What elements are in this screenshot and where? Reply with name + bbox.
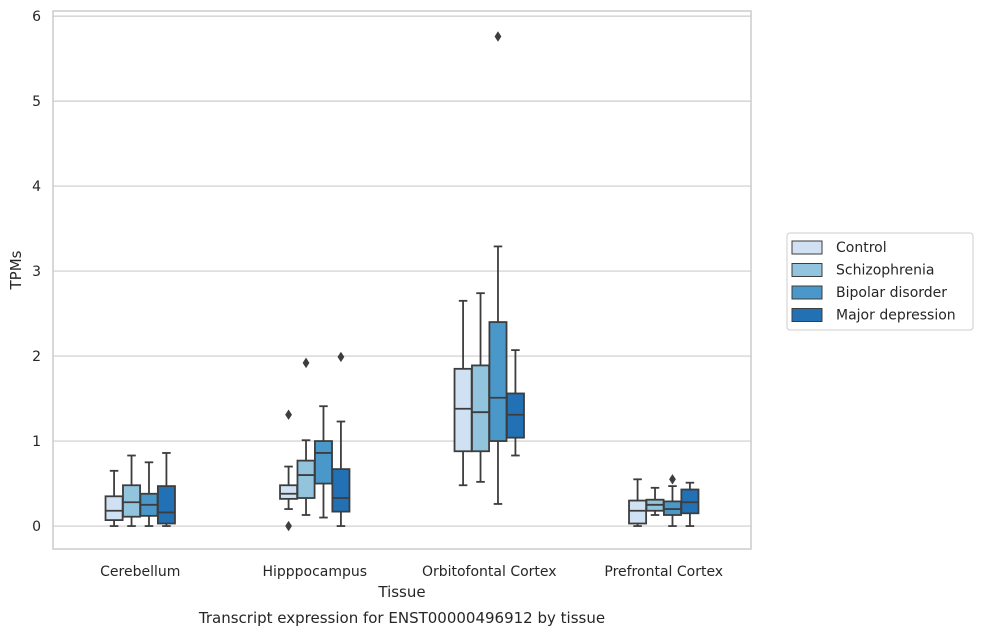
- box-3-1: [331, 351, 351, 527]
- outlier-point: [337, 351, 345, 363]
- box-3-3: [680, 481, 700, 527]
- x-tick-label: Cerebellum: [100, 564, 180, 580]
- box-body: [314, 440, 333, 485]
- box-2-2: [488, 31, 508, 505]
- box-3-0: [156, 452, 176, 527]
- box-body: [471, 364, 490, 453]
- box-body: [331, 468, 351, 513]
- box-0-3: [628, 478, 648, 527]
- box-2-3: [663, 474, 682, 527]
- x-tick-label: Hipppocampus: [262, 564, 367, 580]
- box-body: [488, 321, 508, 442]
- legend-swatch: [791, 308, 823, 322]
- outlier-point: [494, 31, 502, 42]
- y-axis-title: TPMs: [7, 250, 25, 290]
- box-body: [279, 484, 299, 500]
- box-0-0: [104, 469, 124, 527]
- y-tick-label: 1: [32, 434, 41, 450]
- plot-frame: [52, 10, 752, 550]
- x-tick-label: Prefrontal Cortex: [604, 564, 723, 580]
- box-0-1: [279, 409, 299, 532]
- y-tick-label: 3: [32, 264, 41, 280]
- x-tick-label: Orbitofontal Cortex: [422, 564, 557, 580]
- outlier-point: [285, 520, 292, 532]
- box-body: [104, 495, 124, 522]
- outlier-point: [669, 474, 676, 485]
- outlier-point: [302, 357, 310, 369]
- x-tick-labels: Cerebellum Hipppocampus Orbitofontal Corte…: [100, 564, 723, 580]
- box-body: [628, 499, 648, 525]
- y-tick-labels: 0 1 2 3 4 5 6: [32, 9, 41, 535]
- plot-area: [53, 11, 751, 549]
- legend-swatch: [791, 240, 823, 255]
- box-body: [453, 367, 473, 453]
- y-tick-label: 6: [32, 9, 41, 25]
- y-tick-label: 2: [32, 349, 41, 365]
- legend-label: Control: [836, 240, 887, 256]
- y-tick-label: 0: [32, 519, 41, 535]
- box-body: [156, 485, 176, 525]
- x-axis-title: Tissue: [377, 583, 425, 601]
- chart-caption: Transcript expression for ENST0000049691…: [198, 609, 605, 627]
- legend-swatch: [791, 263, 823, 277]
- legend-label: Major depression: [836, 308, 956, 324]
- box-1-0: [122, 454, 141, 527]
- legend-swatch: [791, 285, 823, 300]
- legend-frame: [786, 232, 974, 331]
- y-tick-label: 5: [32, 94, 41, 110]
- legend-label: Schizophrenia: [836, 263, 934, 279]
- outlier-point: [285, 409, 292, 420]
- y-tick-label: 4: [32, 179, 41, 195]
- box-body: [296, 459, 316, 499]
- gridlines: [53, 15, 751, 527]
- box-3-2: [505, 349, 525, 457]
- box-2-1: [314, 405, 333, 519]
- legend-label: Bipolar disorder: [836, 285, 947, 301]
- legend: Control Schizophrenia Bipolar disorder Majo…: [786, 232, 974, 331]
- box-series: [104, 31, 700, 532]
- box-body: [122, 484, 141, 518]
